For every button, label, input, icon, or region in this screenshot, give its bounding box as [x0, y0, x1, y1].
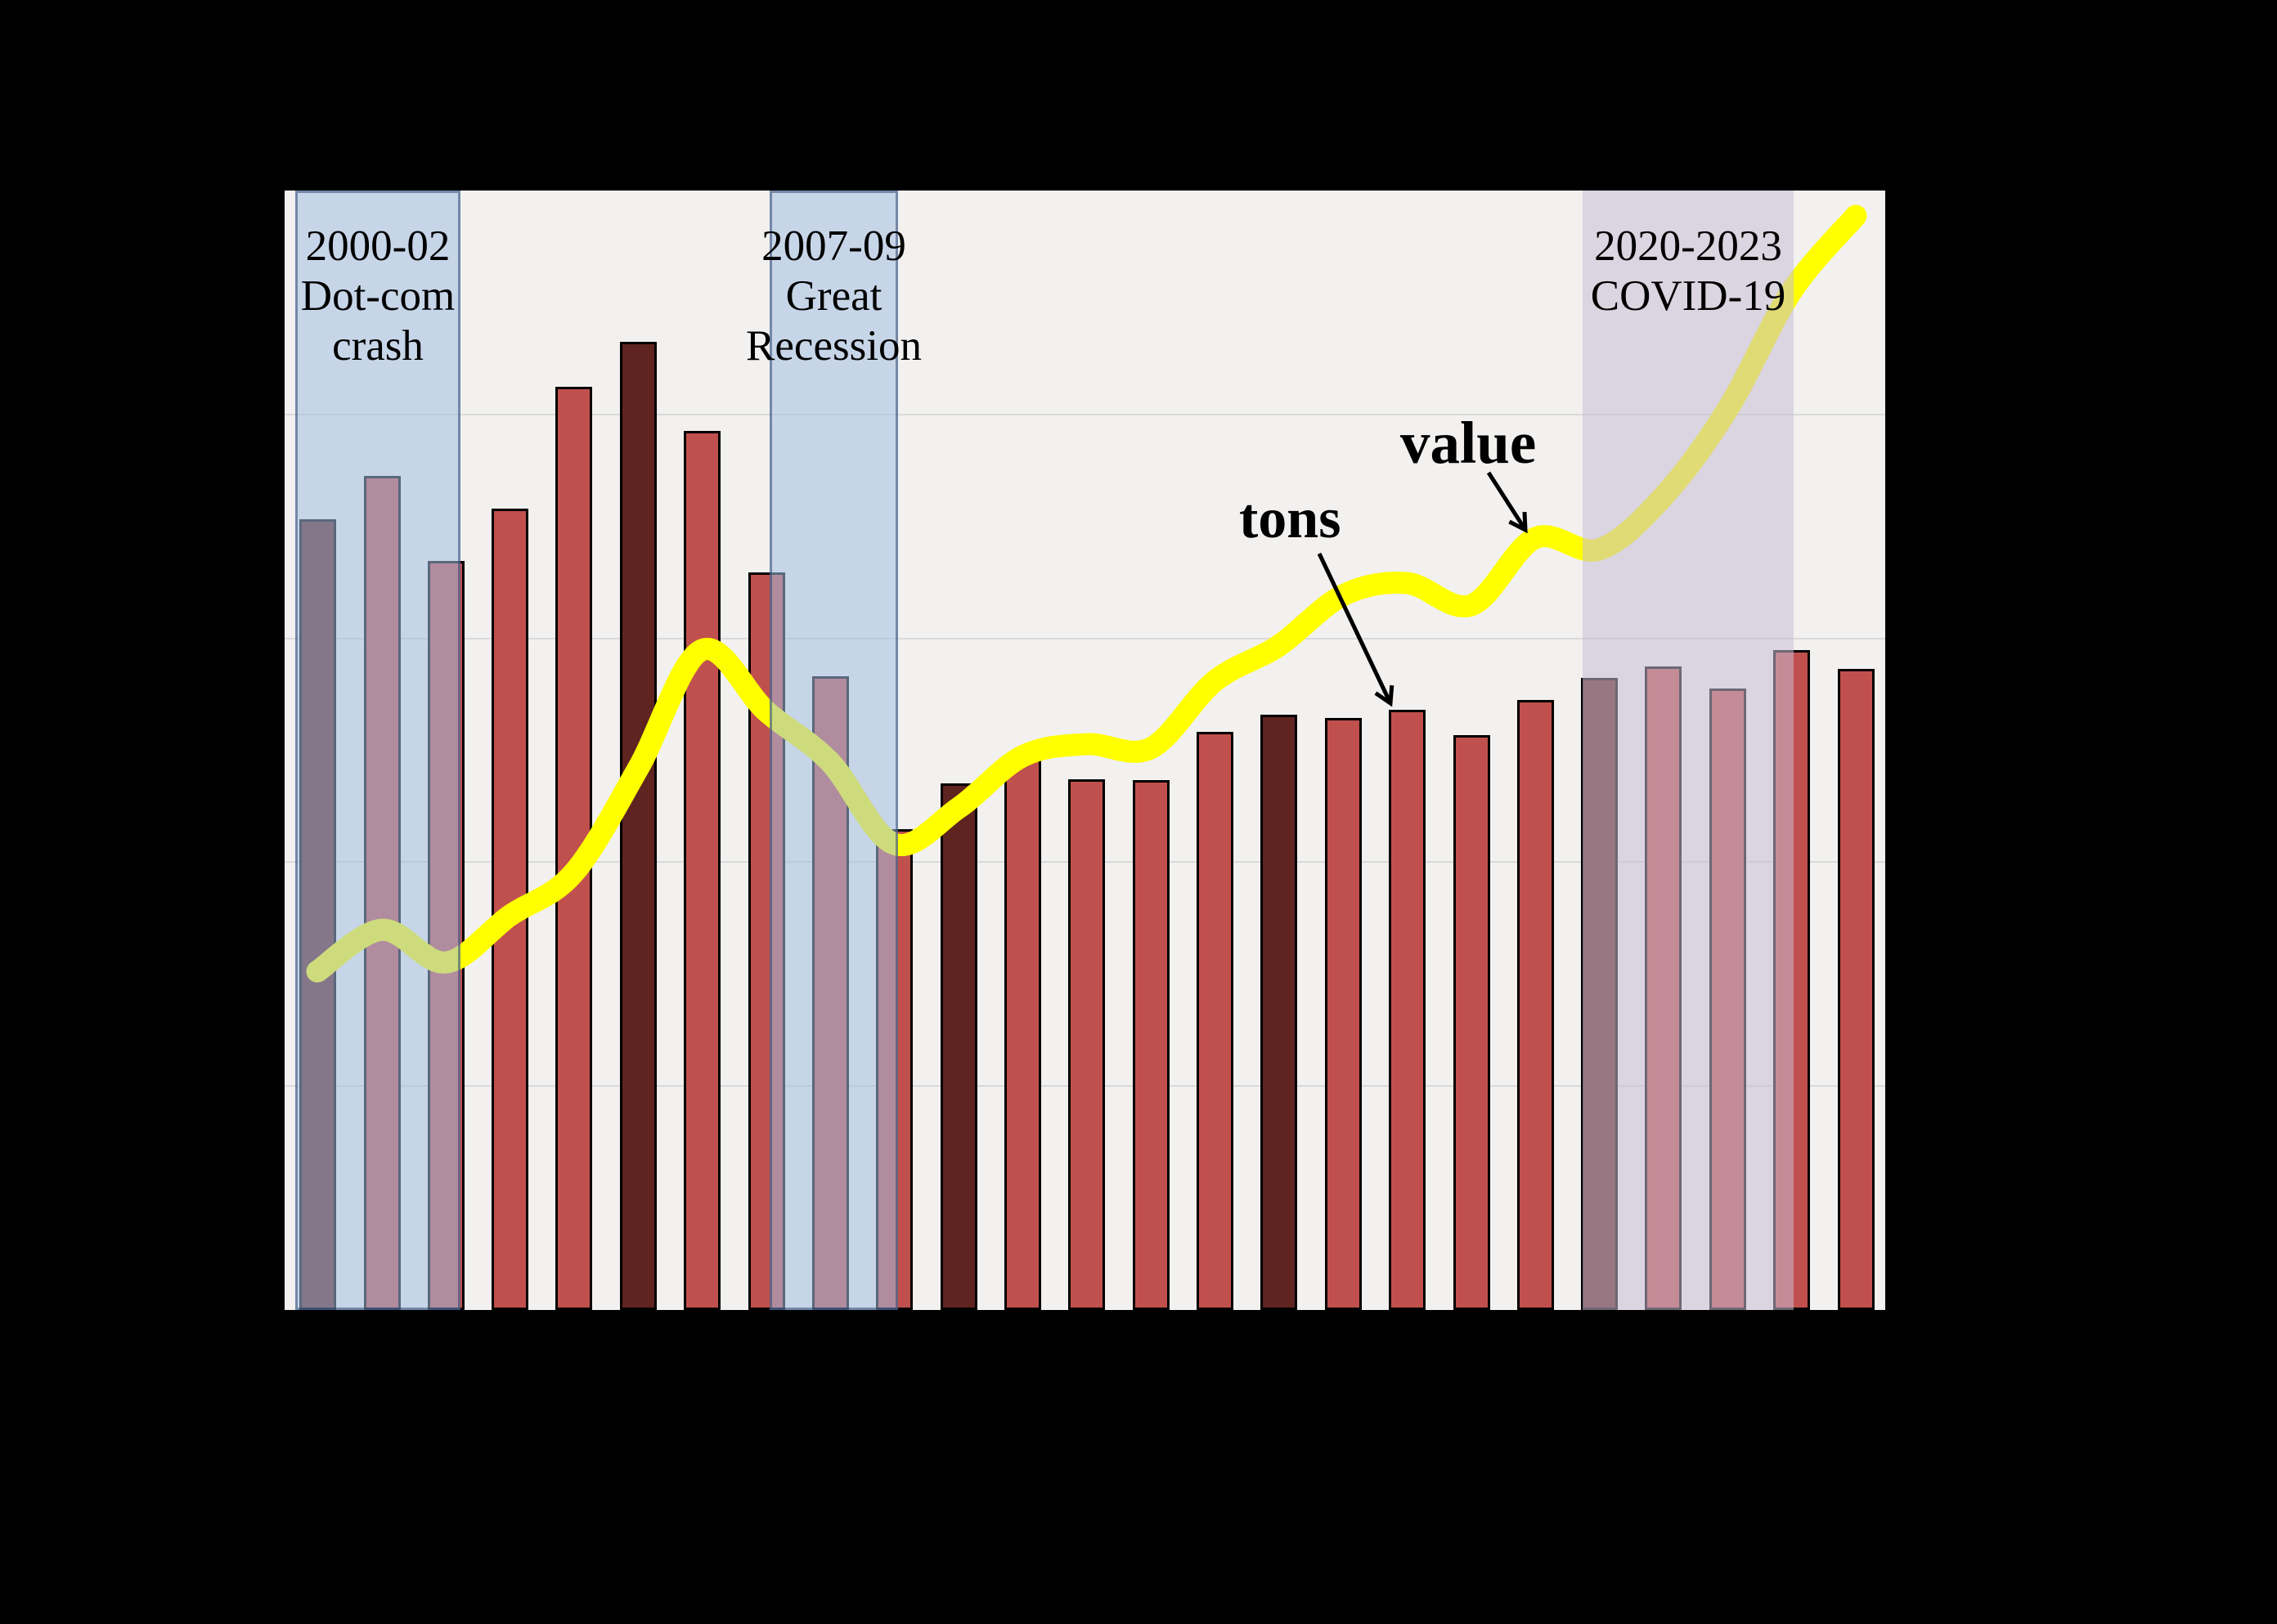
annotation-arrow-layer [1317, 471, 1528, 707]
band-label-recession: 2007-09 Great Recession [746, 222, 922, 370]
band-label-dotcom: 2000-02 Dot-com crash [300, 222, 456, 370]
bar-2013 [1132, 780, 1170, 1310]
bar-2014 [1196, 732, 1233, 1310]
annotation-value: value [1400, 410, 1537, 476]
band-recession [770, 191, 898, 1310]
bar-2010 [940, 783, 977, 1310]
bar-2016 [1324, 718, 1362, 1310]
value-arrow [1486, 471, 1528, 534]
tons-arrow [1317, 552, 1394, 707]
grid-line [285, 414, 1885, 415]
bar-2017 [1388, 710, 1426, 1310]
bar-2006 [683, 431, 721, 1310]
bar-2019 [1516, 700, 1554, 1310]
plot-area: 2000-02 Dot-com crash 2007-09 Great Reces… [285, 191, 1885, 1310]
bar-2012 [1067, 779, 1105, 1310]
band-label-covid: 2020-2023 COVID-19 [1590, 222, 1786, 320]
band-covid [1583, 191, 1794, 1310]
band-dotcom [295, 191, 460, 1310]
bar-2018 [1453, 735, 1490, 1310]
bar-2011 [1004, 760, 1041, 1310]
bar-2015 [1260, 715, 1297, 1310]
bar-2024 [1837, 669, 1875, 1310]
grid-line [285, 638, 1885, 639]
bar-2005 [619, 342, 657, 1310]
annotation-tons: tons [1239, 487, 1341, 550]
